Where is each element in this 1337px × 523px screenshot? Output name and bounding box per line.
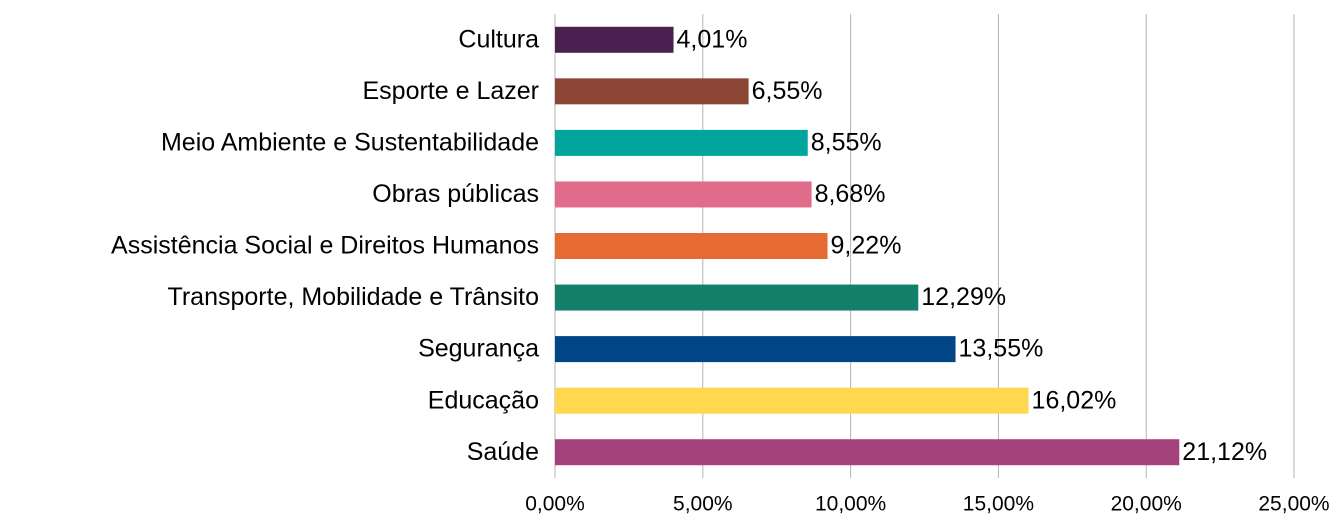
value-label: 8,68%: [815, 180, 886, 208]
bar: [555, 439, 1180, 466]
value-label: 8,55%: [811, 128, 882, 156]
y-tick-label: Meio Ambiente e Sustentabilidade: [161, 128, 539, 156]
value-label: 16,02%: [1032, 386, 1117, 414]
bar: [555, 129, 808, 156]
value-label: 4,01%: [677, 25, 748, 53]
value-label: 21,12%: [1182, 438, 1267, 466]
x-tick-label: 20,00%: [1111, 493, 1182, 516]
y-tick-label: Esporte e Lazer: [363, 77, 540, 105]
bar: [555, 387, 1029, 414]
x-tick-label: 10,00%: [815, 493, 886, 516]
bar: [555, 78, 749, 105]
value-label: 13,55%: [959, 335, 1044, 363]
y-tick-label: Segurança: [418, 335, 539, 363]
y-tick-label: Transporte, Mobilidade e Trânsito: [168, 283, 539, 311]
y-tick-label: Obras públicas: [372, 180, 539, 208]
value-label: 6,55%: [752, 77, 823, 105]
y-tick-label: Saúde: [467, 438, 539, 466]
y-tick-label: Cultura: [458, 25, 539, 53]
y-tick-label: Educação: [428, 386, 539, 414]
bar: [555, 181, 812, 208]
x-tick-label: 25,00%: [1258, 493, 1329, 516]
bar: [555, 284, 919, 311]
x-tick-label: 5,00%: [673, 493, 733, 516]
x-tick-label: 15,00%: [963, 493, 1034, 516]
x-tick-label: 0,00%: [525, 493, 585, 516]
value-label: 12,29%: [921, 283, 1006, 311]
bar: [555, 336, 956, 363]
bar: [555, 26, 674, 53]
bar: [555, 233, 828, 259]
y-tick-label: Assistência Social e Direitos Humanos: [111, 232, 539, 260]
value-label: 9,22%: [831, 232, 902, 260]
